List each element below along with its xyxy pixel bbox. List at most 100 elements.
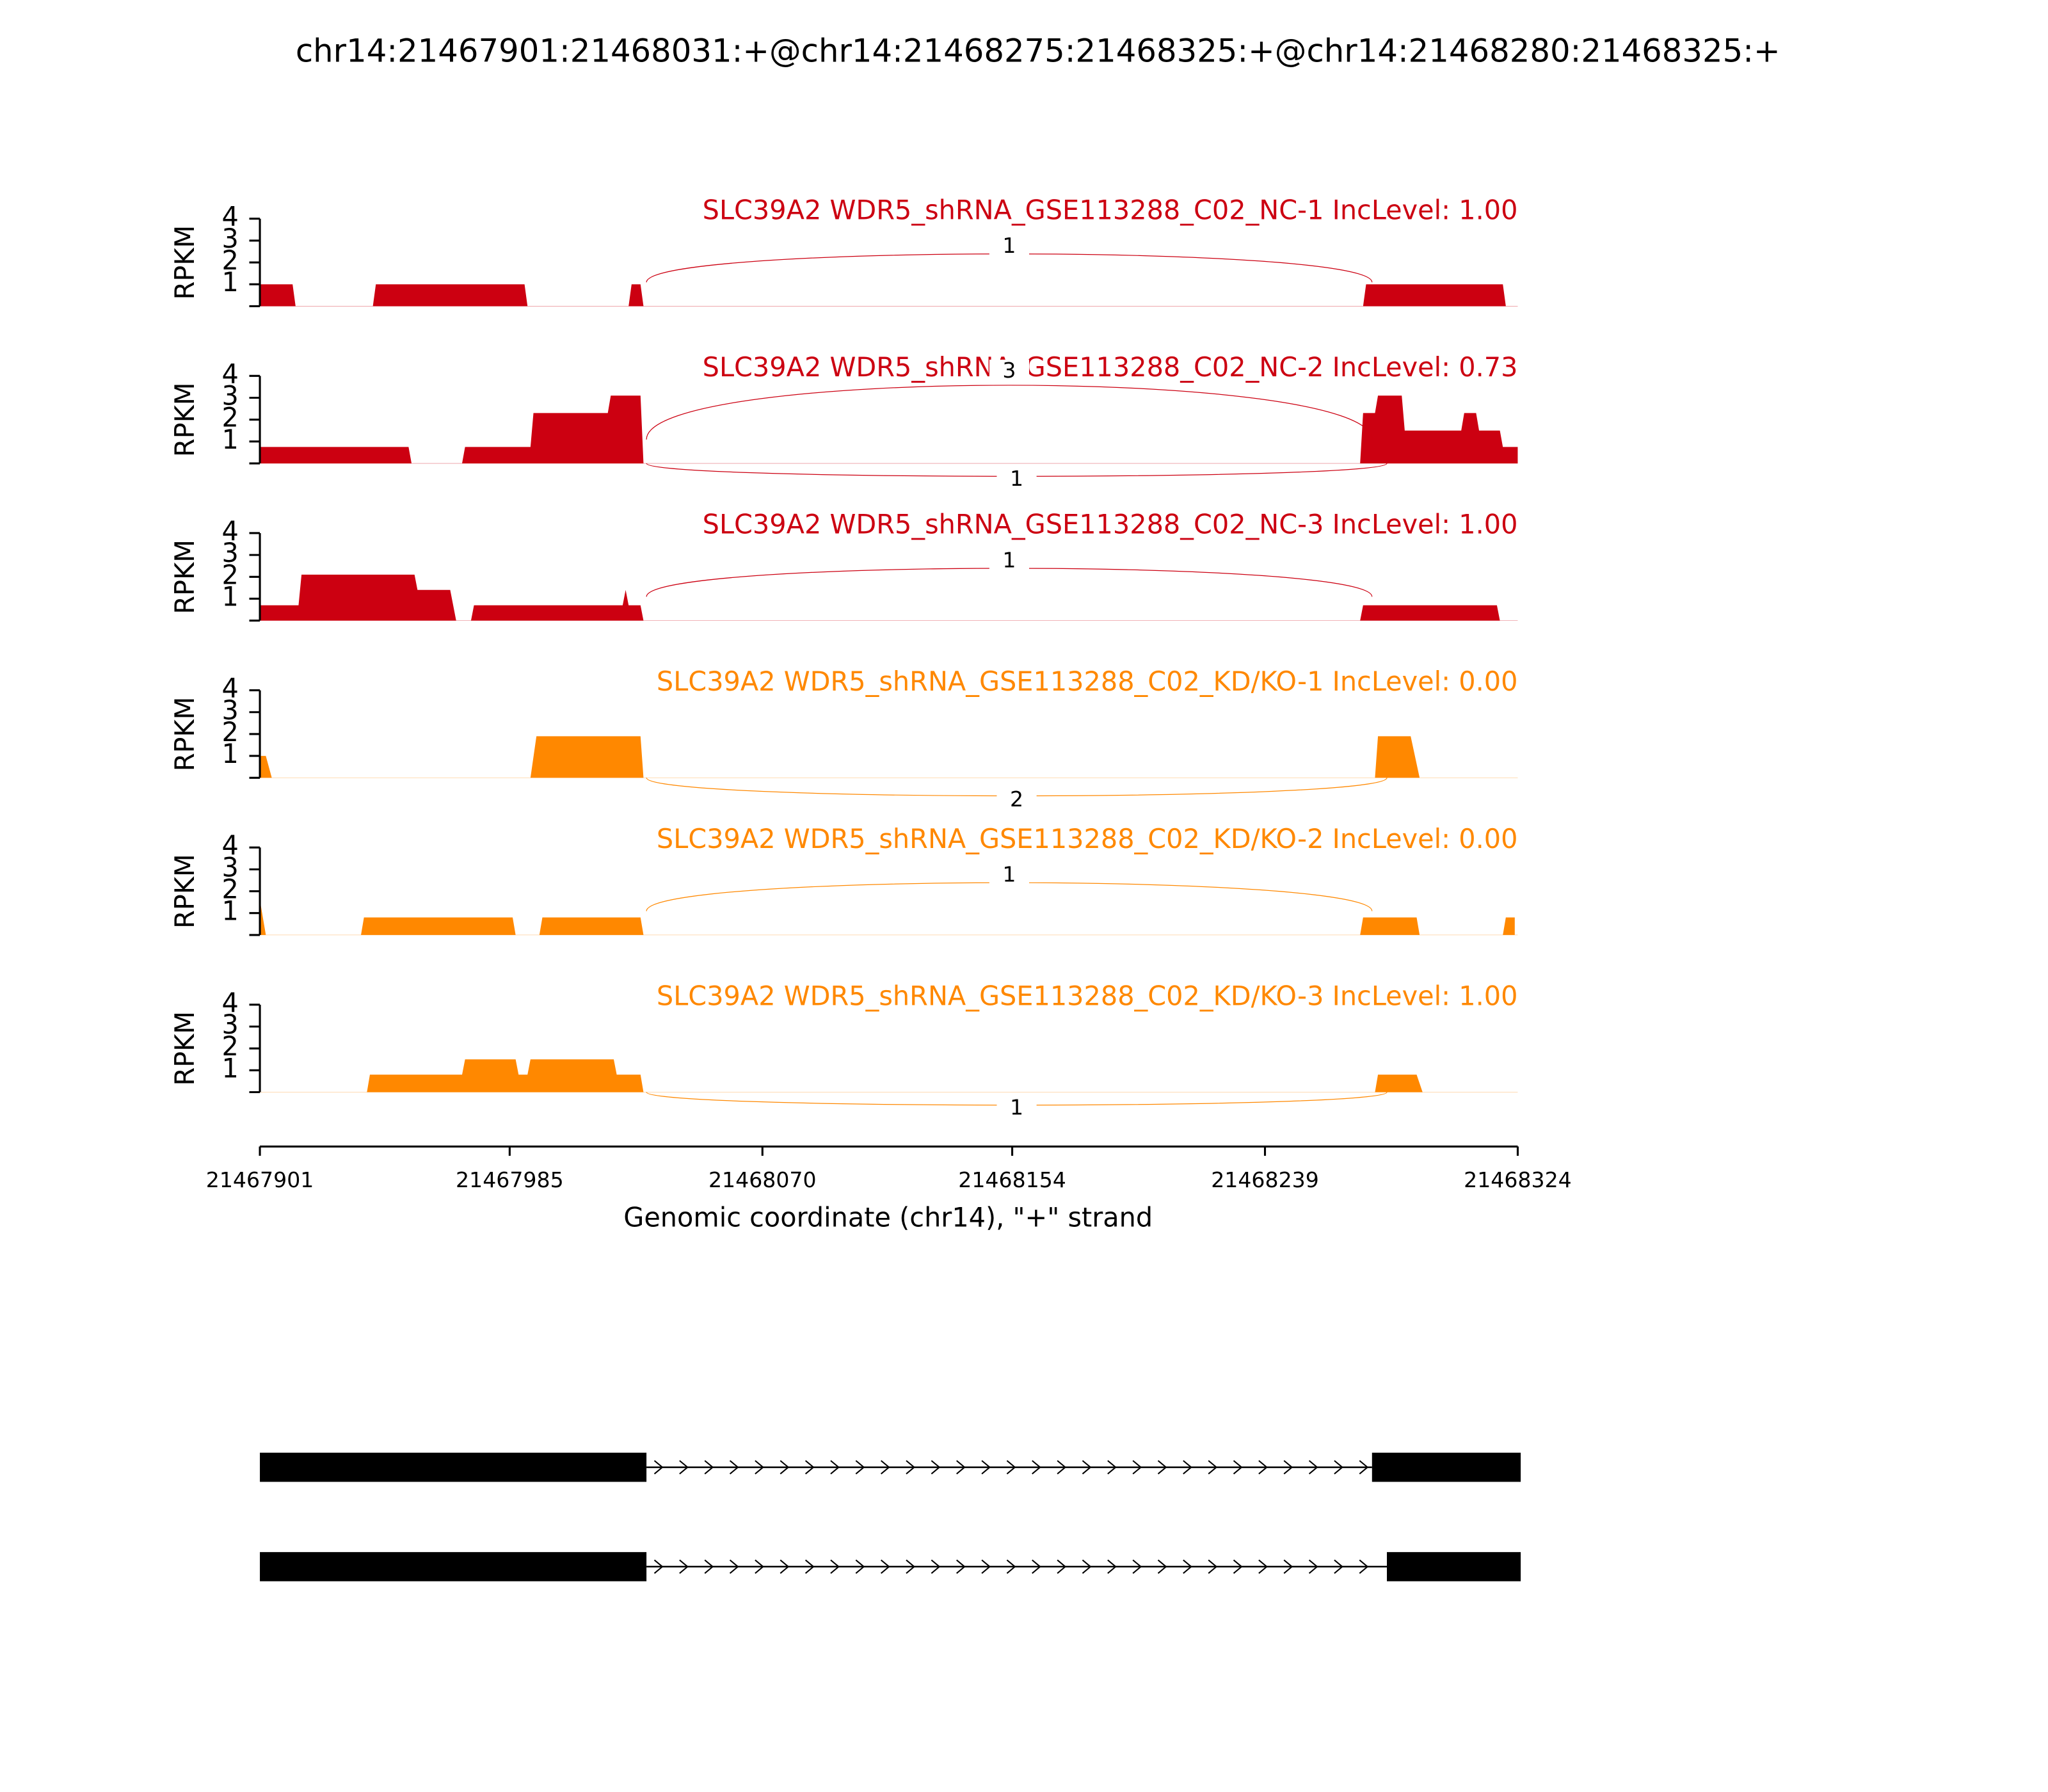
strand-arrow xyxy=(780,1460,790,1475)
x-tick-label: 21468154 xyxy=(958,1167,1066,1192)
strand-arrow xyxy=(1032,1559,1041,1574)
y-tick-label: 2 xyxy=(222,874,239,905)
strand-arrow xyxy=(679,1460,689,1475)
exon xyxy=(1387,1552,1521,1581)
strand-arrow xyxy=(906,1460,916,1475)
y-tick-label: 4 xyxy=(222,830,239,861)
y-tick-label: 1 xyxy=(222,896,239,927)
y-tick-label: 1 xyxy=(222,424,239,455)
strand-arrow xyxy=(804,1559,815,1574)
strand-arrow xyxy=(1208,1460,1218,1475)
y-tick-label: 1 xyxy=(222,1053,239,1084)
track-label: SLC39A2 WDR5_shRNA_GSE113288_C02_NC-2 In… xyxy=(703,352,1518,383)
strand-arrow xyxy=(931,1559,941,1574)
junction-count: 2 xyxy=(1010,787,1023,812)
strand-arrow xyxy=(729,1460,739,1475)
y-tick-label: 2 xyxy=(222,1031,239,1062)
y-tick-label: 3 xyxy=(222,223,239,254)
strand-arrow xyxy=(679,1559,689,1574)
coverage-area xyxy=(367,1059,1423,1092)
strand-arrow xyxy=(1258,1559,1268,1574)
x-axis-label: Genomic coordinate (chr14), "+" strand xyxy=(623,1202,1153,1233)
strand-arrow xyxy=(1183,1559,1192,1574)
junction-label-bg xyxy=(996,788,1037,813)
junction-arc xyxy=(646,385,1373,440)
y-tick-label: 1 xyxy=(222,581,239,612)
strand-arrow xyxy=(1057,1460,1067,1475)
track-label: SLC39A2 WDR5_shRNA_GSE113288_C02_KD/KO-2… xyxy=(657,824,1518,854)
y-tick-label: 4 xyxy=(222,516,239,547)
strand-arrow xyxy=(1057,1559,1067,1574)
y-axis-label: RPKM xyxy=(170,225,200,300)
track-label: SLC39A2 WDR5_shRNA_GSE113288_C02_NC-1 In… xyxy=(703,195,1518,225)
junction-count: 1 xyxy=(1002,547,1016,572)
y-tick-label: 1 xyxy=(222,739,239,769)
track-label: SLC39A2 WDR5_shRNA_GSE113288_C02_NC-3 In… xyxy=(703,509,1518,540)
junction-label-bg xyxy=(989,863,1029,888)
y-tick-label: 4 xyxy=(222,358,239,389)
coverage-area xyxy=(260,736,1420,778)
y-axis-label: RPKM xyxy=(170,854,200,929)
y-axis-label: RPKM xyxy=(170,382,200,457)
y-tick-label: 2 xyxy=(222,559,239,590)
strand-arrow xyxy=(880,1559,890,1574)
junction-label-bg xyxy=(996,1096,1037,1121)
strand-arrow xyxy=(956,1460,966,1475)
exon xyxy=(260,1452,647,1482)
strand-arrow xyxy=(1006,1460,1016,1475)
strand-arrow xyxy=(1233,1460,1243,1475)
y-tick-label: 3 xyxy=(222,1009,239,1040)
y-axis-label: RPKM xyxy=(170,697,200,772)
coverage-area xyxy=(260,900,1515,935)
track-label: SLC39A2 WDR5_shRNA_GSE113288_C02_KD/KO-3… xyxy=(657,980,1518,1011)
strand-arrow xyxy=(981,1460,991,1475)
strand-arrow xyxy=(1107,1460,1117,1475)
strand-arrow xyxy=(855,1460,865,1475)
strand-arrow xyxy=(1258,1460,1268,1475)
strand-arrow xyxy=(981,1559,991,1574)
strand-arrow xyxy=(956,1559,966,1574)
y-tick-label: 4 xyxy=(222,202,239,232)
strand-arrow xyxy=(1107,1559,1117,1574)
strand-arrow xyxy=(755,1460,764,1475)
y-tick-label: 3 xyxy=(222,381,239,412)
junction-label-bg xyxy=(989,359,1029,384)
strand-arrow xyxy=(1082,1460,1092,1475)
x-tick-label: 21467901 xyxy=(206,1167,314,1192)
y-tick-label: 2 xyxy=(222,403,239,433)
strand-arrow xyxy=(1359,1460,1369,1475)
strand-arrow xyxy=(704,1460,714,1475)
junction-count: 3 xyxy=(1002,358,1016,383)
coverage-area xyxy=(260,574,1500,621)
junction-count: 1 xyxy=(1002,233,1016,258)
strand-arrow xyxy=(1183,1460,1192,1475)
track-label: SLC39A2 WDR5_shRNA_GSE113288_C02_KD/KO-1… xyxy=(657,666,1518,697)
chart-title: chr14:21467901:21468031:+@chr14:21468275… xyxy=(296,32,1780,69)
coverage-area xyxy=(260,284,1506,307)
strand-arrow xyxy=(1032,1460,1041,1475)
y-tick-label: 4 xyxy=(222,988,239,1018)
strand-arrow xyxy=(906,1559,916,1574)
y-tick-label: 3 xyxy=(222,695,239,726)
strand-arrow xyxy=(855,1559,865,1574)
strand-arrow xyxy=(653,1460,664,1475)
strand-arrow xyxy=(1082,1559,1092,1574)
strand-arrow xyxy=(1308,1460,1318,1475)
exon xyxy=(260,1552,647,1581)
y-axis-label: RPKM xyxy=(170,540,200,614)
strand-arrow xyxy=(1157,1559,1167,1574)
strand-arrow xyxy=(1208,1559,1218,1574)
strand-arrow xyxy=(1359,1559,1369,1574)
strand-arrow xyxy=(804,1460,815,1475)
x-tick-label: 21467985 xyxy=(456,1167,564,1192)
y-tick-label: 1 xyxy=(222,267,239,298)
strand-arrow xyxy=(931,1460,941,1475)
strand-arrow xyxy=(1132,1559,1142,1574)
exon xyxy=(1372,1452,1521,1482)
strand-arrow xyxy=(729,1559,739,1574)
strand-arrow xyxy=(1334,1460,1343,1475)
junction-count: 1 xyxy=(1010,466,1023,491)
x-tick-label: 21468070 xyxy=(708,1167,817,1192)
